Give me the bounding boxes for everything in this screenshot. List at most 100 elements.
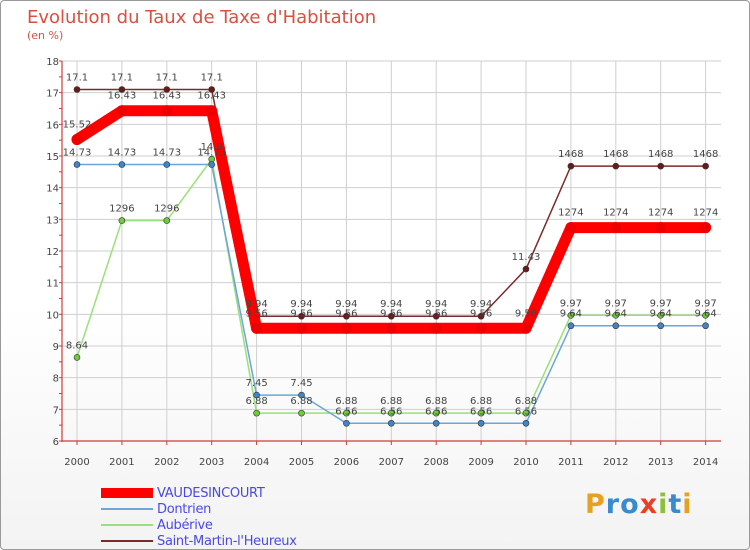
- data-point-dontrien-2008: [432, 419, 440, 427]
- data-point-vaudesincourt-2007: [385, 322, 397, 334]
- data-label-aub-rive-2001: 1296: [109, 204, 134, 215]
- data-label-dontrien-2006: 6.56: [335, 406, 357, 417]
- data-point-aub-rive-2010: [522, 409, 530, 417]
- y-tick-label-10: 10: [46, 310, 59, 321]
- y-tick-label-13: 13: [46, 215, 59, 226]
- data-point-saint-martin-l-heureux-2009: [477, 312, 485, 320]
- data-label-dontrien-2007: 6.56: [380, 406, 402, 417]
- data-point-vaudesincourt-2004: [251, 322, 263, 334]
- data-point-saint-martin-l-heureux-2008: [432, 312, 440, 320]
- data-label-aub-rive-2007: 6.88: [380, 396, 402, 407]
- data-label-dontrien-2000: 14.73: [63, 148, 92, 159]
- x-tick-label-2013: 2013: [648, 457, 673, 468]
- data-point-vaudesincourt-2012: [610, 222, 622, 234]
- data-label-saint-martin-l-heureux-2009: 9.94: [470, 299, 492, 310]
- y-tick-label-18: 18: [46, 57, 59, 68]
- proxiti-logo: Proxiti: [585, 489, 693, 520]
- data-label-aub-rive-2002: 1296: [154, 204, 179, 215]
- data-label-saint-martin-l-heureux-2005: 9.94: [290, 299, 312, 310]
- data-point-dontrien-2013: [657, 322, 665, 330]
- data-label-layer: 17.1 17.1 17.1 17.1 9.94 9.94 9.94 9.94 9.94 9.94…: [63, 73, 719, 418]
- data-label-dontrien-2012: 9.64: [605, 309, 627, 320]
- data-point-saint-martin-l-heureux-2013: [657, 162, 665, 170]
- data-point-vaudesincourt-2000: [71, 134, 83, 146]
- logo-letter: x: [639, 489, 659, 520]
- data-point-saint-martin-l-heureux-2000: [73, 86, 81, 93]
- data-label-vaudesincourt-2013: 1274: [648, 208, 673, 219]
- data-point-aub-rive-2004: [253, 409, 260, 417]
- data-label-aub-rive-2013: 9.97: [650, 298, 672, 309]
- legend-swatch-dontrien: [101, 508, 153, 510]
- y-tick-label-17: 17: [46, 89, 59, 100]
- data-label-vaudesincourt-2007: 9.56: [380, 308, 402, 319]
- data-label-aub-rive-2010: 6.88: [515, 396, 537, 407]
- legend-label-saint-martin-l-heureux: Saint-Martin-l'Heureux: [157, 533, 297, 549]
- data-point-saint-martin-l-heureux-2006: [343, 312, 350, 320]
- data-label-aub-rive-2006: 6.88: [335, 396, 357, 407]
- x-tick-label-2007: 2007: [379, 457, 404, 468]
- data-point-dontrien-2001: [118, 161, 126, 168]
- data-point-dontrien-2005: [298, 391, 305, 399]
- data-point-vaudesincourt-2008: [430, 322, 442, 334]
- data-point-saint-martin-l-heureux-2003: [208, 86, 215, 93]
- x-tick-label-2008: 2008: [423, 457, 448, 468]
- data-point-vaudesincourt-2013: [655, 222, 667, 234]
- data-label-vaudesincourt-2000: 15.52: [63, 120, 92, 131]
- legend-label-vaudesincourt: VAUDESINCOURT: [157, 485, 265, 501]
- y-tick-label-15: 15: [46, 152, 59, 163]
- data-point-dontrien-2012: [612, 322, 620, 330]
- y-tick-label-7: 7: [53, 405, 59, 416]
- logo-letter: t: [668, 489, 683, 520]
- data-point-dontrien-2000: [73, 161, 81, 168]
- data-point-aub-rive-2012: [612, 311, 620, 319]
- legend-item-aub-rive: Aubérive: [101, 517, 297, 533]
- data-label-vaudesincourt-2008: 9.56: [425, 308, 447, 319]
- data-point-saint-martin-l-heureux-2005: [298, 312, 305, 320]
- x-tick-label-2000: 2000: [64, 457, 89, 468]
- data-point-vaudesincourt-2001: [116, 105, 128, 117]
- x-tick-label-2010: 2010: [513, 457, 538, 468]
- data-point-dontrien-2009: [477, 419, 485, 427]
- y-tick-label-9: 9: [53, 342, 59, 353]
- data-point-vaudesincourt-2002: [161, 105, 173, 117]
- data-label-vaudesincourt-2011: 1274: [558, 208, 583, 219]
- data-point-saint-martin-l-heureux-2012: [612, 162, 620, 170]
- logo-letter: r: [605, 489, 621, 520]
- grid-layer: [62, 60, 721, 442]
- logo-letter: P: [585, 489, 606, 520]
- data-label-vaudesincourt-2001: 16.43: [108, 91, 137, 102]
- y-tick-label-14: 14: [46, 184, 59, 195]
- data-point-saint-martin-l-heureux-2014: [702, 162, 709, 170]
- data-label-vaudesincourt-2014: 1274: [693, 208, 718, 219]
- y-tick-label-16: 16: [46, 120, 59, 131]
- legend-swatch-aub-rive: [101, 524, 153, 526]
- legend-label-aub-rive: Aubérive: [157, 517, 213, 533]
- data-label-saint-martin-l-heureux-2006: 9.94: [335, 299, 357, 310]
- data-label-aub-rive-2005: 6.88: [290, 396, 312, 407]
- data-point-saint-martin-l-heureux-2010: [522, 265, 530, 273]
- data-point-dontrien-2003: [208, 161, 215, 168]
- legend-item-saint-martin-l-heureux: Saint-Martin-l'Heureux: [101, 533, 297, 549]
- legend-item-vaudesincourt: VAUDESINCOURT: [101, 485, 297, 501]
- data-point-saint-martin-l-heureux-2007: [387, 312, 395, 320]
- data-label-dontrien-2009: 6.56: [470, 406, 492, 417]
- data-point-dontrien-2011: [567, 322, 575, 330]
- data-point-dontrien-2002: [163, 161, 171, 168]
- data-label-vaudesincourt-2006: 9.56: [335, 308, 357, 319]
- data-label-vaudesincourt-2012: 1274: [603, 208, 628, 219]
- data-point-aub-rive-2000: [73, 354, 81, 361]
- legend-swatch-vaudesincourt: [101, 488, 153, 498]
- data-label-aub-rive-2011: 9.97: [560, 298, 582, 309]
- data-label-vaudesincourt-2003: 16.43: [197, 91, 226, 102]
- data-point-saint-martin-l-heureux-2001: [118, 86, 126, 93]
- x-tick-label-2012: 2012: [603, 457, 628, 468]
- data-point-aub-rive-2002: [163, 217, 171, 224]
- logo-letter: i: [658, 489, 669, 520]
- data-label-aub-rive-2009: 6.88: [470, 396, 492, 407]
- data-label-vaudesincourt-2009: 9.56: [470, 308, 492, 319]
- data-label-aub-rive-2003: 14.9: [201, 142, 223, 153]
- x-tick-label-2006: 2006: [334, 457, 359, 468]
- data-point-aub-rive-2011: [567, 311, 575, 319]
- data-point-vaudesincourt-2006: [340, 322, 352, 334]
- y-tick-label-11: 11: [46, 279, 59, 290]
